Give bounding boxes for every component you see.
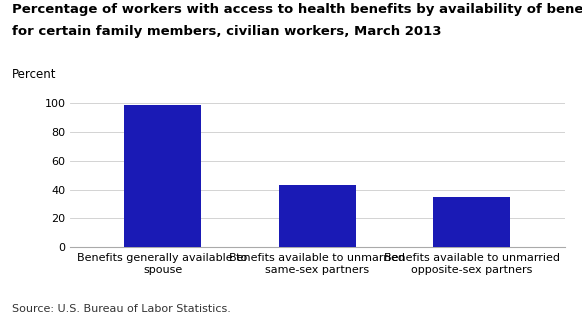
Text: Percent: Percent (12, 68, 56, 81)
Text: Source: U.S. Bureau of Labor Statistics.: Source: U.S. Bureau of Labor Statistics. (12, 304, 230, 314)
Text: Percentage of workers with access to health benefits by availability of benefits: Percentage of workers with access to hea… (12, 3, 582, 16)
Bar (433, 197, 510, 247)
Bar (279, 185, 356, 247)
Text: for certain family members, civilian workers, March 2013: for certain family members, civilian wor… (12, 25, 441, 38)
Bar (124, 105, 201, 247)
